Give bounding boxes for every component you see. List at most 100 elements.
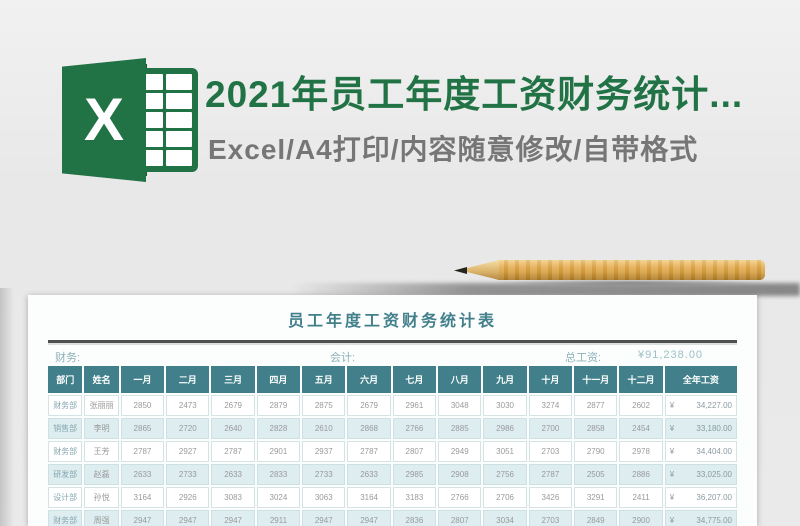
cell-month-value: 3291: [574, 487, 618, 508]
cell-month-value: 2986: [483, 418, 527, 439]
column-header: 八月: [438, 366, 482, 393]
accounting-label: 会计:: [330, 352, 356, 364]
cell-month-value: 3034: [483, 510, 527, 526]
pencil-body: [497, 260, 765, 280]
cell-department: 财务部: [48, 395, 83, 416]
cell-month-value: 2885: [438, 418, 482, 439]
cell-month-value: 2766: [438, 487, 482, 508]
cell-month-value: 2633: [347, 464, 391, 485]
column-header: 六月: [347, 366, 391, 393]
cell-month-value: 3426: [528, 487, 573, 508]
cell-month-value: 2849: [574, 510, 618, 526]
cell-month-value: 2640: [211, 418, 255, 439]
cell-month-value: 2756: [483, 464, 527, 485]
cell-department: 研发部: [48, 464, 83, 485]
cell-month-value: 2700: [528, 418, 573, 439]
cell-month-value: 2911: [256, 510, 301, 526]
title-divider: [48, 340, 737, 343]
cell-annual-total: ¥33,025.00: [664, 464, 737, 485]
cell-annual-total: ¥33,180.00: [664, 418, 737, 439]
excel-logo-grid: [138, 68, 198, 172]
cell-month-value: 2900: [619, 510, 663, 526]
cell-month-value: 2833: [256, 464, 301, 485]
cell-month-value: 3063: [302, 487, 346, 508]
cell-department: 销售部: [48, 418, 83, 439]
cell-month-value: 2828: [256, 418, 301, 439]
paper-top-shadow: [290, 283, 800, 296]
cell-month-value: 2787: [347, 441, 391, 462]
cell-month-value: 2679: [347, 395, 391, 416]
finance-label: 财务:: [55, 352, 81, 364]
cell-month-value: 2947: [347, 510, 391, 526]
column-header: 二月: [166, 366, 210, 393]
column-header: 一月: [120, 366, 165, 393]
cell-department: 财务部: [48, 441, 83, 462]
cell-annual-total: ¥34,404.00: [664, 441, 737, 462]
cell-month-value: 3083: [211, 487, 255, 508]
cell-month-value: 2947: [166, 510, 210, 526]
cell-month-value: 2868: [347, 418, 391, 439]
cell-month-value: 2927: [166, 441, 210, 462]
cell-month-value: 2633: [211, 464, 255, 485]
cell-month-value: 2901: [256, 441, 301, 462]
cell-month-value: 3274: [528, 395, 573, 416]
column-header: 九月: [483, 366, 527, 393]
cell-annual-total: ¥34,227.00: [664, 395, 737, 416]
cell-month-value: 2875: [302, 395, 346, 416]
cell-annual-total: ¥34,775.00: [664, 510, 737, 526]
cell-month-value: 2602: [619, 395, 663, 416]
signature-row: 财务: 会计: 总工资: ¥91,238.00: [28, 349, 757, 367]
cell-month-value: 2947: [302, 510, 346, 526]
cell-month-value: 3024: [256, 487, 301, 508]
cell-month-value: 2720: [166, 418, 210, 439]
excel-logo-letter: X: [83, 86, 125, 153]
table-row: 销售部 李明 2865 2720 2640 2828 2610 2868 2766 2885 298…: [48, 418, 737, 439]
cell-month-value: 3030: [483, 395, 527, 416]
cell-month-value: 2633: [120, 464, 165, 485]
cell-month-value: 2807: [392, 441, 437, 462]
pencil-lead-point: [454, 267, 467, 274]
cell-month-value: 2949: [438, 441, 482, 462]
cell-month-value: 2703: [528, 441, 573, 462]
spreadsheet-preview: 员工年度工资财务统计表 财务: 会计: 总工资: ¥91,238.00 部门 姓名…: [28, 295, 757, 526]
table-row: 研发部 赵磊 2633 2733 2633 2833 2733 2633 2985 2908 275…: [48, 464, 737, 485]
cell-month-value: 2865: [120, 418, 165, 439]
cell-month-value: 2961: [392, 395, 437, 416]
cell-month-value: 2985: [392, 464, 437, 485]
cell-department: 设计部: [48, 487, 83, 508]
cell-month-value: 2703: [528, 510, 573, 526]
cell-month-value: 2787: [211, 441, 255, 462]
left-edge-shadow: [0, 288, 14, 526]
cell-month-value: 2947: [120, 510, 165, 526]
pencil-shadow: [490, 279, 770, 286]
table-row: 财务部 张丽丽 2850 2473 2679 2879 2875 2679 2961 3048 30…: [48, 395, 737, 416]
cell-month-value: 2610: [302, 418, 346, 439]
cell-month-value: 2706: [483, 487, 527, 508]
product-title: 2021年员工年度工资财务统计...: [205, 74, 744, 115]
cell-month-value: 2733: [302, 464, 346, 485]
cell-month-value: 2978: [619, 441, 663, 462]
pencil-image: [450, 257, 770, 286]
column-header: 十一月: [574, 366, 618, 393]
cell-month-value: 3048: [438, 395, 482, 416]
cell-name: 周强: [84, 510, 119, 526]
salary-table: 部门 姓名 一月 二月 三月 四月 五月 六月 七月 八月 九月 十月 十一月 十二月 全年工资 财务部 张丽…: [46, 364, 739, 526]
column-header: 部门: [48, 366, 83, 393]
excel-logo-x-panel: X: [62, 58, 146, 182]
cell-name: 张丽丽: [84, 395, 119, 416]
cell-month-value: 2454: [619, 418, 663, 439]
salary-table-body: 财务部 张丽丽 2850 2473 2679 2879 2875 2679 2961 3048 30…: [48, 395, 737, 526]
cell-month-value: 2926: [166, 487, 210, 508]
column-header: 七月: [392, 366, 437, 393]
cell-month-value: 2766: [392, 418, 437, 439]
column-header: 四月: [256, 366, 301, 393]
column-header: 五月: [302, 366, 346, 393]
column-header: 十二月: [619, 366, 663, 393]
total-salary-value: ¥91,238.00: [638, 349, 704, 361]
cell-name: 李明: [84, 418, 119, 439]
product-subtitle: Excel/A4打印/内容随意修改/自带格式: [208, 134, 699, 165]
cell-month-value: 3183: [392, 487, 437, 508]
excel-logo-icon: X: [62, 58, 200, 182]
cell-month-value: 2787: [120, 441, 165, 462]
